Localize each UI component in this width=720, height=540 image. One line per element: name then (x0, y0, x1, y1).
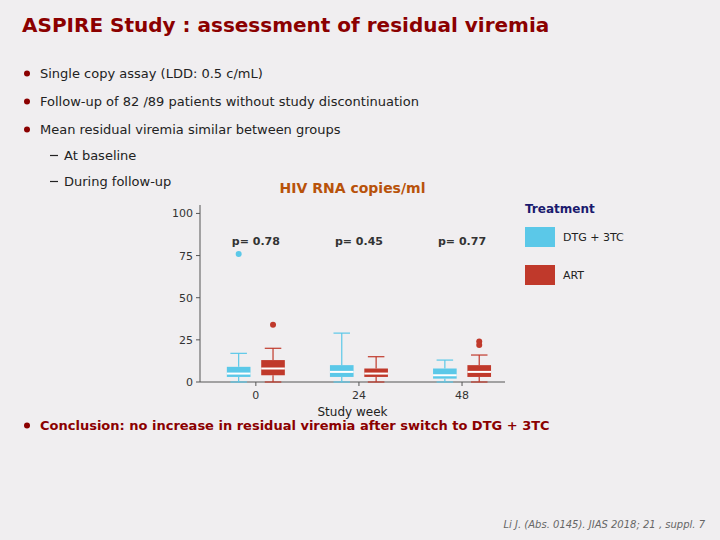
whisker (238, 377, 239, 382)
whisker-cap (333, 381, 350, 382)
whisker-cap (333, 333, 350, 334)
sub-bullet-dash (50, 155, 58, 156)
median (467, 371, 491, 373)
p-value: p= 0.78 (232, 235, 280, 248)
whisker-cap (437, 359, 454, 360)
y-tick (196, 255, 200, 256)
x-axis-label: Study week (318, 405, 388, 419)
chart-title: HIV RNA copies/ml (280, 180, 426, 196)
x-tick (255, 382, 256, 386)
median (364, 373, 388, 375)
y-tick (196, 213, 200, 214)
outlier (476, 342, 482, 348)
legend-label: DTG + 3TC (563, 231, 624, 244)
median (433, 374, 457, 376)
whisker-cap (230, 353, 247, 354)
whisker (341, 377, 342, 382)
whisker-cap (230, 381, 247, 382)
sub-bullet-dash (50, 181, 58, 182)
box (433, 369, 457, 379)
bullet-dot (24, 127, 30, 133)
whisker-cap (265, 348, 282, 349)
x-tick-label: 48 (455, 389, 469, 402)
whisker (444, 360, 445, 368)
sub-bullet: During follow-up (64, 174, 171, 189)
y-tick-label: 75 (179, 250, 193, 263)
whisker-cap (471, 381, 488, 382)
x-tick-label: 24 (352, 389, 366, 402)
whisker (341, 333, 342, 365)
slide-title: ASPIRE Study : assessment of residual vi… (22, 13, 549, 37)
median (330, 371, 354, 373)
whisker-cap (265, 381, 282, 382)
legend-title: Treatment (525, 202, 595, 216)
y-tick-label: 0 (186, 376, 193, 389)
y-axis-line (200, 205, 201, 382)
box (330, 365, 354, 377)
whisker (376, 357, 377, 369)
outlier (236, 251, 242, 257)
whisker (272, 348, 273, 360)
x-tick (358, 382, 359, 386)
whisker (376, 377, 377, 382)
y-tick-label: 25 (179, 334, 193, 347)
p-value: p= 0.77 (438, 235, 486, 248)
whisker (238, 353, 239, 366)
bullet-dot (24, 423, 30, 429)
median (261, 368, 285, 370)
x-tick (462, 382, 463, 386)
bullet: Single copy assay (LDD: 0.5 c/mL) (40, 66, 263, 81)
box (364, 369, 388, 377)
whisker-cap (437, 381, 454, 382)
footnote: Li J. (Abs. 0145). JIAS 2018; 21 , suppl… (504, 519, 706, 530)
whisker-cap (368, 381, 385, 382)
whisker (479, 355, 480, 365)
y-tick-label: 50 (179, 292, 193, 305)
y-tick (196, 297, 200, 298)
whisker-cap (368, 356, 385, 357)
whisker-cap (471, 354, 488, 355)
y-tick-label: 100 (172, 207, 193, 220)
bullet-dot (24, 71, 30, 77)
conclusion: Conclusion: no increase in residual vire… (40, 418, 550, 433)
y-tick (196, 339, 200, 340)
legend-swatch (525, 265, 555, 285)
bullet: Follow-up of 82 /89 patients without stu… (40, 94, 419, 109)
sub-bullet: At baseline (64, 148, 136, 163)
bullet-dot (24, 99, 30, 105)
y-tick (196, 382, 200, 383)
box (261, 360, 285, 375)
p-value: p= 0.45 (335, 235, 383, 248)
legend-label: ART (563, 269, 584, 282)
bullet: Mean residual viremia similar between gr… (40, 122, 341, 137)
x-tick-label: 0 (252, 389, 259, 402)
box (467, 365, 491, 377)
whisker (272, 375, 273, 382)
box (227, 367, 251, 377)
plot-marks (227, 251, 491, 382)
median (227, 373, 251, 375)
background (0, 0, 720, 540)
whisker (479, 377, 480, 382)
outlier (270, 322, 276, 328)
slide: ASPIRE Study : assessment of residual vi… (0, 0, 720, 540)
x-axis-line (200, 382, 505, 383)
legend-swatch (525, 227, 555, 247)
